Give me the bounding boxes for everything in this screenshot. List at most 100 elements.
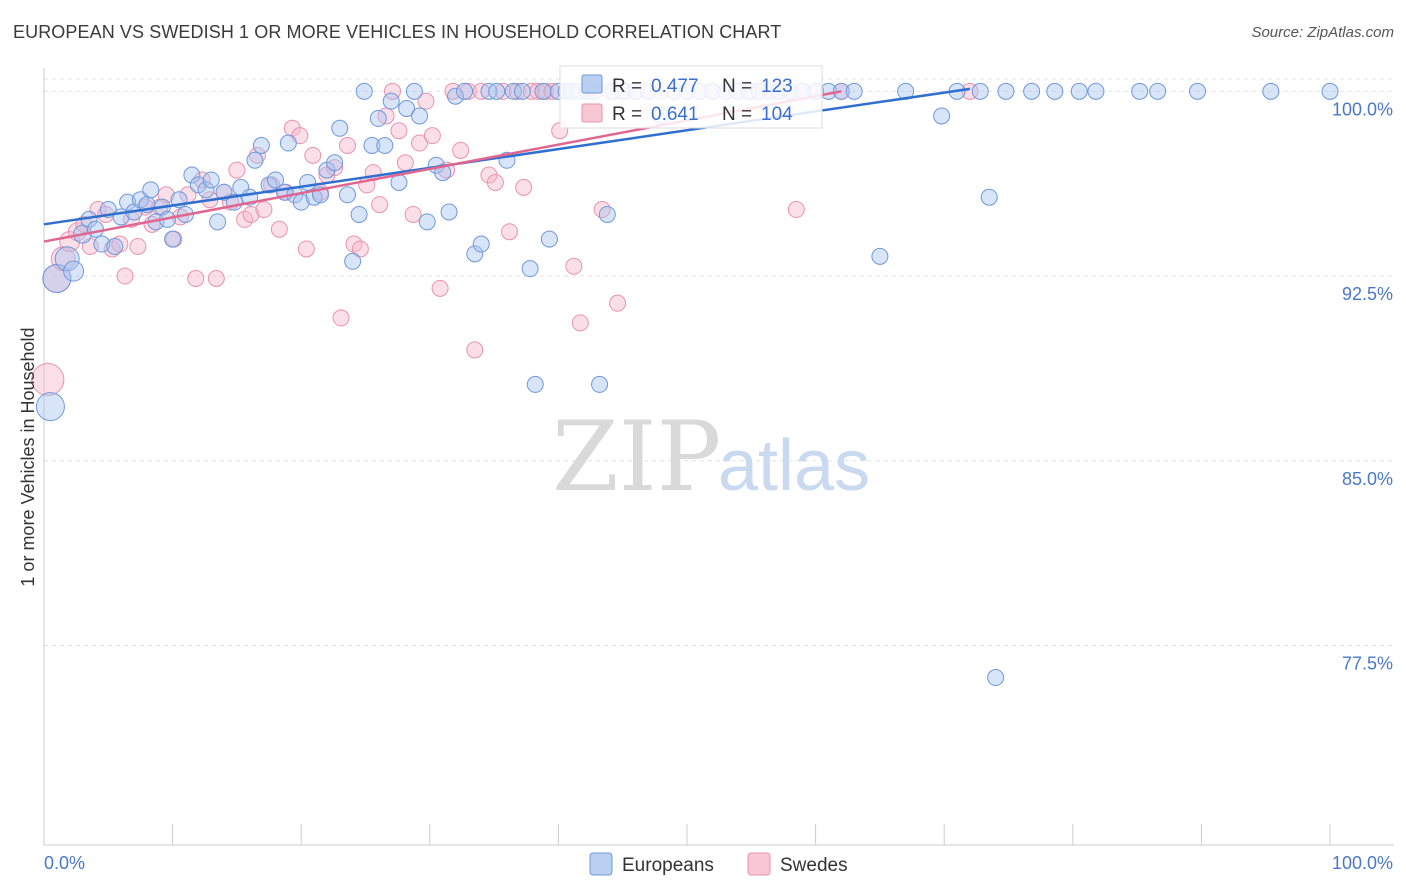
europeans-point-107 (987, 669, 1005, 687)
stats-legend-box (559, 65, 823, 129)
stats-legend: R = 0.477 N = 123 R = 0.641 N = 104 (559, 65, 823, 129)
axis-layer (43, 68, 1394, 846)
swedes-point-52 (396, 154, 414, 172)
swedes-point-53 (404, 205, 422, 223)
europeans-point-81 (598, 205, 616, 223)
europeans-point-73 (540, 230, 558, 248)
europeans-point-34 (266, 171, 284, 189)
swedes-point-69 (515, 178, 533, 196)
europeans-point-22 (183, 166, 201, 184)
europeans-r-label: R = (612, 76, 642, 97)
swedes-swatch (581, 103, 603, 123)
swedes-point-80 (593, 201, 611, 219)
europeans-point-57 (418, 213, 436, 231)
axis-labels: 100.0% 92.5% 85.0% 77.5% 0.0% 100.0% 1 or more… (18, 99, 1393, 873)
swedes-point-61 (459, 82, 477, 100)
europeans-point-111 (1070, 82, 1088, 100)
watermark-atlas: atlas (718, 426, 870, 506)
x-tick-label-1: 100.0% (1332, 853, 1393, 873)
europeans-point-103 (933, 107, 951, 125)
europeans-point-39 (299, 173, 317, 191)
europeans-point-46 (344, 252, 362, 270)
europeans-point-68 (504, 82, 522, 100)
swedes-point-31 (255, 201, 273, 219)
legend-swedes-swatch (747, 852, 771, 876)
europeans-point-80 (591, 375, 609, 393)
europeans-point-113 (1131, 82, 1149, 100)
bottom-legend: Europeans Swedes (589, 852, 848, 876)
europeans-point-11 (119, 193, 137, 211)
europeans-point-6 (86, 220, 104, 238)
grid-layer (44, 78, 1394, 646)
europeans-point-51 (376, 137, 394, 155)
europeans-point-118 (1321, 82, 1339, 100)
europeans-point-64 (472, 235, 490, 253)
europeans-r-value: 0.477 (651, 76, 699, 97)
europeans-point-69 (513, 82, 531, 100)
legend-europeans-label: Europeans (622, 855, 714, 876)
swedes-point-13 (129, 237, 147, 255)
swedes-r-value: 0.641 (651, 104, 699, 125)
europeans-point-32 (252, 137, 270, 155)
europeans-point-115 (1189, 82, 1207, 100)
swedes-point-100 (787, 201, 805, 219)
swedes-point-70 (522, 82, 540, 100)
swedes-point-65 (486, 173, 504, 191)
europeans-point-49 (363, 137, 381, 155)
europeans-point-50 (369, 109, 387, 127)
europeans-point-3 (63, 260, 85, 282)
swedes-point-54 (411, 134, 429, 152)
europeans-point-36 (279, 134, 297, 152)
swedes-point-66 (494, 82, 512, 100)
swedes-point-51 (390, 122, 408, 140)
europeans-point-48 (355, 82, 373, 100)
europeans-point-102 (845, 82, 863, 100)
swedes-point-77 (571, 314, 589, 332)
europeans-point-114 (1149, 82, 1167, 100)
swedes-point-60 (452, 141, 470, 159)
swedes-point-57 (431, 279, 449, 297)
swedes-n-label: N = (722, 104, 752, 125)
y-tick-label-0: 100.0% (1332, 99, 1393, 119)
europeans-point-55 (405, 82, 423, 100)
europeans-point-60 (440, 203, 458, 221)
europeans-point-9 (106, 237, 124, 255)
europeans-point-116 (871, 247, 889, 265)
swedes-point-56 (423, 127, 441, 145)
europeans-point-106 (980, 188, 998, 206)
x-tick-label-0: 0.0% (44, 853, 85, 873)
swedes-point-48 (371, 196, 389, 214)
europeans-point-117 (1262, 82, 1280, 100)
swedes-point-21 (187, 270, 205, 288)
y-axis-label: 1 or more Vehicles in Household (18, 327, 38, 586)
swedes-point-33 (270, 220, 288, 238)
europeans-point-54 (398, 100, 416, 118)
swedes-point-37 (297, 240, 315, 258)
europeans-point-71 (526, 375, 544, 393)
europeans-points (35, 82, 1339, 687)
europeans-point-59 (434, 164, 452, 182)
europeans-point-62 (456, 82, 474, 100)
swedes-point-27 (228, 161, 246, 179)
swedes-point-67 (501, 223, 519, 241)
europeans-point-19 (164, 230, 182, 248)
swedes-r-label: R = (612, 104, 642, 125)
europeans-point-45 (338, 186, 356, 204)
chart-title: EUROPEAN VS SWEDISH 1 OR MORE VEHICLES I… (13, 22, 782, 42)
europeans-n-value: 123 (761, 76, 793, 97)
watermark-zip: ZIP (552, 401, 721, 513)
europeans-point-31 (246, 151, 264, 169)
europeans-point-52 (382, 92, 400, 110)
swedes-point-101 (961, 82, 979, 100)
europeans-point-26 (209, 213, 227, 231)
europeans-point-112 (1087, 82, 1105, 100)
europeans-point-56 (411, 107, 429, 125)
swedes-point-43 (338, 137, 356, 155)
europeans-point-2 (54, 246, 80, 272)
europeans-swatch (581, 74, 603, 94)
swedes-point-62 (466, 341, 484, 359)
swedes-point-76 (565, 257, 583, 275)
swedes-point-45 (351, 240, 369, 258)
y-tick-label-2: 85.0% (1342, 469, 1393, 489)
swedes-point-38 (304, 146, 322, 164)
